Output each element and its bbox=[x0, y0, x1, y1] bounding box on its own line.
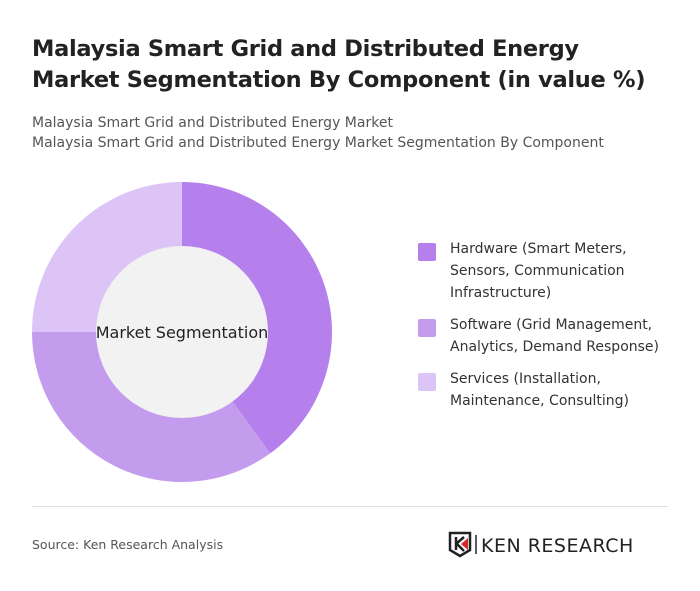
legend-item-software[interactable]: Software (Grid Management, Analytics, De… bbox=[418, 314, 688, 358]
legend-label: Software (Grid Management, Analytics, De… bbox=[450, 317, 659, 355]
legend-label: Hardware (Smart Meters, Sensors, Communi… bbox=[450, 241, 627, 301]
donut-chart: Market Segmentation bbox=[32, 182, 332, 482]
chart-subtitle-1: Malaysia Smart Grid and Distributed Ener… bbox=[32, 115, 393, 131]
legend-item-services[interactable]: Services (Installation, Maintenance, Con… bbox=[418, 368, 688, 412]
divider bbox=[32, 506, 668, 507]
legend-swatch bbox=[418, 373, 436, 391]
legend-label: Services (Installation, Maintenance, Con… bbox=[450, 371, 629, 409]
legend-item-hardware[interactable]: Hardware (Smart Meters, Sensors, Communi… bbox=[418, 238, 688, 304]
svg-text:KEN RESEARCH: KEN RESEARCH bbox=[481, 535, 634, 557]
source-note: Source: Ken Research Analysis bbox=[32, 537, 224, 552]
chart-title: Malaysia Smart Grid and Distributed Ener… bbox=[32, 36, 646, 93]
legend: Hardware (Smart Meters, Sensors, Communi… bbox=[418, 238, 688, 422]
chart-subtitle-2: Malaysia Smart Grid and Distributed Ener… bbox=[32, 135, 604, 151]
donut-hole bbox=[96, 246, 268, 418]
center-label: Market Segmentation bbox=[96, 323, 269, 342]
legend-swatch bbox=[418, 319, 436, 337]
ken-research-logo: KEN RESEARCH bbox=[448, 531, 634, 558]
legend-swatch bbox=[418, 243, 436, 261]
